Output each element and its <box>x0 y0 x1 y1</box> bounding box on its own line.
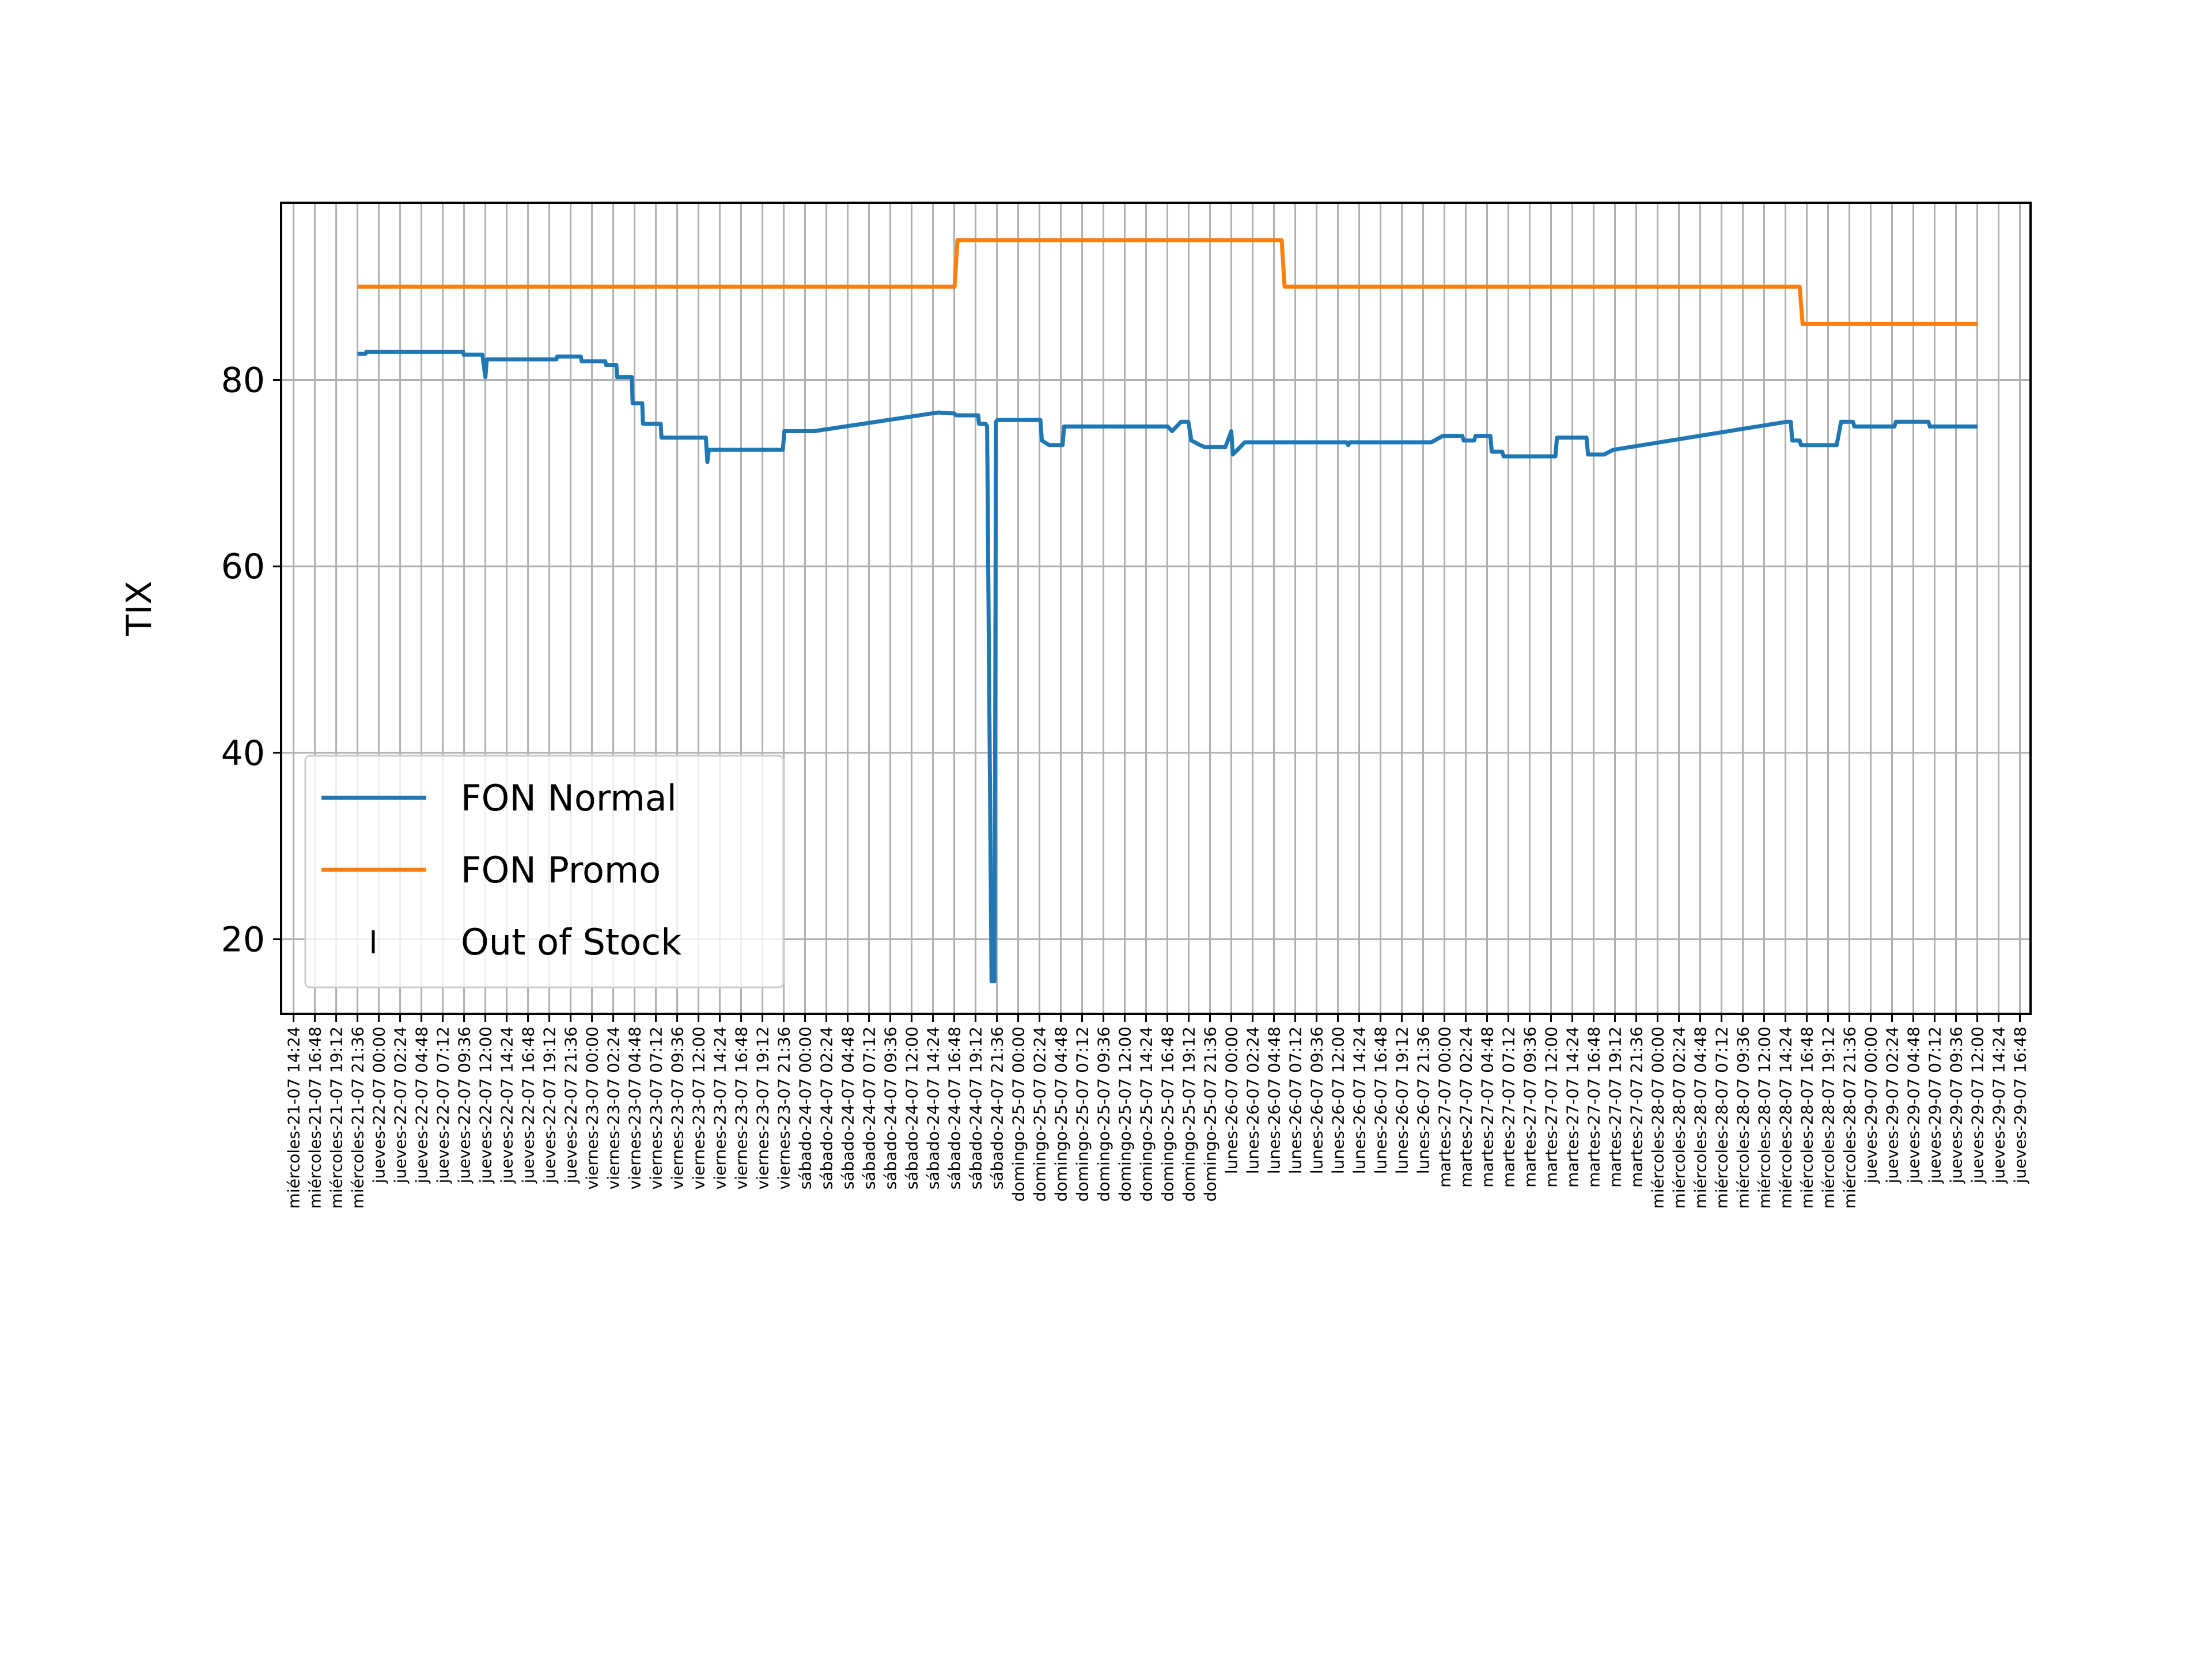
x-tick-label: jueves-29-07 09:36 <box>1947 1027 1966 1184</box>
x-tick-label: miércoles-28-07 21:36 <box>1840 1027 1859 1209</box>
legend-label-fon-promo: FON Promo <box>461 849 661 891</box>
y-tick-label: 20 <box>221 920 265 960</box>
legend: FON Normal FON Promo Out of Stock <box>304 755 785 988</box>
x-tick-label: sábado-24-07 04:48 <box>839 1027 858 1190</box>
x-tick-label: domingo-25-07 21:36 <box>1201 1027 1220 1202</box>
x-tick-label: viernes-23-07 00:00 <box>583 1027 602 1190</box>
x-tick-label: jueves-29-07 16:48 <box>2011 1027 2030 1184</box>
x-tick-label: lunes-26-07 19:12 <box>1393 1027 1412 1174</box>
fon-normal-line <box>357 350 1978 983</box>
x-tick-label: viernes-23-07 09:36 <box>668 1027 687 1190</box>
x-tick-label: jueves-22-07 16:48 <box>519 1027 538 1184</box>
legend-label-fon-normal: FON Normal <box>461 777 677 819</box>
x-tick-label: sábado-24-07 21:36 <box>988 1027 1007 1190</box>
x-tick-label: jueves-29-07 12:00 <box>1968 1027 1987 1184</box>
x-tick-label: viernes-23-07 14:24 <box>711 1027 730 1190</box>
y-axis-ticks: 20 40 60 80 <box>221 360 281 960</box>
x-tick-label: miércoles-28-07 19:12 <box>1819 1027 1838 1209</box>
legend-label-out-of-stock: Out of Stock <box>461 921 681 963</box>
x-tick-label: jueves-29-07 02:24 <box>1883 1027 1902 1184</box>
x-tick-label: viernes-23-07 19:12 <box>753 1027 772 1190</box>
x-tick-label: lunes-26-07 04:48 <box>1265 1027 1284 1174</box>
x-tick-label: miércoles-28-07 12:00 <box>1755 1027 1774 1209</box>
x-tick-label: miércoles-21-07 16:48 <box>306 1027 325 1209</box>
x-tick-label: sábado-24-07 00:00 <box>796 1027 815 1190</box>
y-axis-label: TIX <box>119 581 160 636</box>
fon-promo-line <box>357 238 1978 326</box>
y-tick-label: 40 <box>221 733 265 774</box>
x-tick-label: miércoles-28-07 02:24 <box>1670 1027 1689 1209</box>
x-tick-label: jueves-22-07 02:24 <box>391 1027 410 1184</box>
x-tick-label: sábado-24-07 02:24 <box>817 1027 836 1190</box>
x-tick-label: sábado-24-07 09:36 <box>881 1027 900 1190</box>
x-tick-label: martes-27-07 02:24 <box>1457 1027 1476 1188</box>
x-tick-label: lunes-26-07 16:48 <box>1372 1027 1391 1174</box>
legend-box <box>304 755 785 988</box>
x-tick-label: jueves-22-07 04:48 <box>412 1027 431 1184</box>
x-tick-label: miércoles-21-07 19:12 <box>327 1027 346 1209</box>
x-tick-label: domingo-25-07 12:00 <box>1116 1027 1135 1202</box>
x-tick-label: jueves-22-07 19:12 <box>540 1027 559 1184</box>
x-tick-label: sábado-24-07 07:12 <box>860 1027 879 1190</box>
x-tick-label: lunes-26-07 09:36 <box>1308 1027 1327 1174</box>
x-tick-label: viernes-23-07 12:00 <box>690 1027 709 1190</box>
x-tick-label: martes-27-07 14:24 <box>1563 1027 1582 1188</box>
x-tick-label: viernes-23-07 16:48 <box>732 1027 751 1190</box>
x-tick-label: miércoles-28-07 00:00 <box>1649 1027 1668 1209</box>
x-tick-label: jueves-22-07 09:36 <box>455 1027 474 1184</box>
x-tick-label: jueves-29-07 04:48 <box>1904 1027 1923 1184</box>
x-tick-label: miércoles-28-07 04:48 <box>1691 1027 1710 1209</box>
x-tick-label: domingo-25-07 00:00 <box>1009 1027 1028 1202</box>
x-tick-label: sábado-24-07 16:48 <box>945 1027 964 1190</box>
x-tick-label: miércoles-28-07 14:24 <box>1777 1027 1796 1209</box>
x-tick-label: miércoles-28-07 16:48 <box>1798 1027 1817 1209</box>
x-tick-label: viernes-23-07 04:48 <box>626 1027 645 1190</box>
x-tick-label: martes-27-07 19:12 <box>1606 1027 1625 1188</box>
x-tick-label: viernes-23-07 02:24 <box>604 1027 623 1190</box>
x-tick-label: domingo-25-07 14:24 <box>1137 1027 1156 1202</box>
x-tick-label: miércoles-28-07 07:12 <box>1713 1027 1732 1209</box>
x-tick-label: domingo-25-07 02:24 <box>1031 1027 1050 1202</box>
x-tick-label: jueves-22-07 07:12 <box>434 1027 453 1184</box>
x-tick-label: jueves-22-07 14:24 <box>498 1027 517 1184</box>
x-tick-label: sábado-24-07 12:00 <box>903 1027 922 1190</box>
x-tick-label: miércoles-21-07 21:36 <box>349 1027 368 1209</box>
x-tick-label: domingo-25-07 07:12 <box>1073 1027 1092 1202</box>
x-tick-label: lunes-26-07 14:24 <box>1350 1027 1369 1174</box>
x-tick-label: viernes-23-07 07:12 <box>647 1027 666 1190</box>
y-tick-label: 80 <box>221 360 265 400</box>
x-tick-label: lunes-26-07 00:00 <box>1222 1027 1241 1174</box>
y-tick-label: 60 <box>221 547 265 587</box>
x-tick-label: martes-27-07 12:00 <box>1542 1027 1561 1188</box>
x-tick-label: martes-27-07 07:12 <box>1499 1027 1518 1188</box>
x-tick-label: domingo-25-07 19:12 <box>1180 1027 1199 1202</box>
x-tick-label: martes-27-07 00:00 <box>1435 1027 1455 1188</box>
x-tick-label: lunes-26-07 21:36 <box>1414 1027 1433 1174</box>
x-tick-label: domingo-25-07 16:48 <box>1158 1027 1177 1202</box>
x-tick-label: martes-27-07 04:48 <box>1478 1027 1497 1188</box>
x-axis-ticks: miércoles-21-07 14:24 miércoles-21-07 16:… <box>285 1014 2030 1209</box>
x-tick-label: lunes-26-07 02:24 <box>1244 1027 1263 1174</box>
x-tick-label: sábado-24-07 19:12 <box>967 1027 986 1190</box>
x-tick-label: jueves-29-07 07:12 <box>1926 1027 1945 1184</box>
x-tick-label: jueves-29-07 14:24 <box>1990 1027 2009 1184</box>
x-tick-label: domingo-25-07 09:36 <box>1094 1027 1113 1202</box>
x-tick-label: martes-27-07 21:36 <box>1627 1027 1646 1188</box>
x-tick-label: viernes-23-07 21:36 <box>775 1027 794 1190</box>
x-tick-label: jueves-22-07 21:36 <box>562 1027 581 1184</box>
x-tick-label: martes-27-07 09:36 <box>1521 1027 1540 1188</box>
x-tick-label: domingo-25-07 04:48 <box>1052 1027 1071 1202</box>
x-tick-label: jueves-29-07 00:00 <box>1862 1027 1881 1184</box>
x-tick-label: miércoles-28-07 09:36 <box>1734 1027 1753 1209</box>
x-tick-label: miércoles-21-07 14:24 <box>285 1027 304 1209</box>
x-tick-label: lunes-26-07 07:12 <box>1286 1027 1305 1174</box>
x-tick-label: jueves-22-07 12:00 <box>476 1027 495 1184</box>
x-tick-label: jueves-22-07 00:00 <box>370 1027 389 1184</box>
plot-area-frame <box>280 202 2032 1015</box>
x-tick-label: lunes-26-07 12:00 <box>1329 1027 1348 1174</box>
series-lines <box>357 238 1978 983</box>
x-tick-label: sábado-24-07 14:24 <box>924 1027 943 1190</box>
x-tick-label: martes-27-07 16:48 <box>1585 1027 1604 1188</box>
